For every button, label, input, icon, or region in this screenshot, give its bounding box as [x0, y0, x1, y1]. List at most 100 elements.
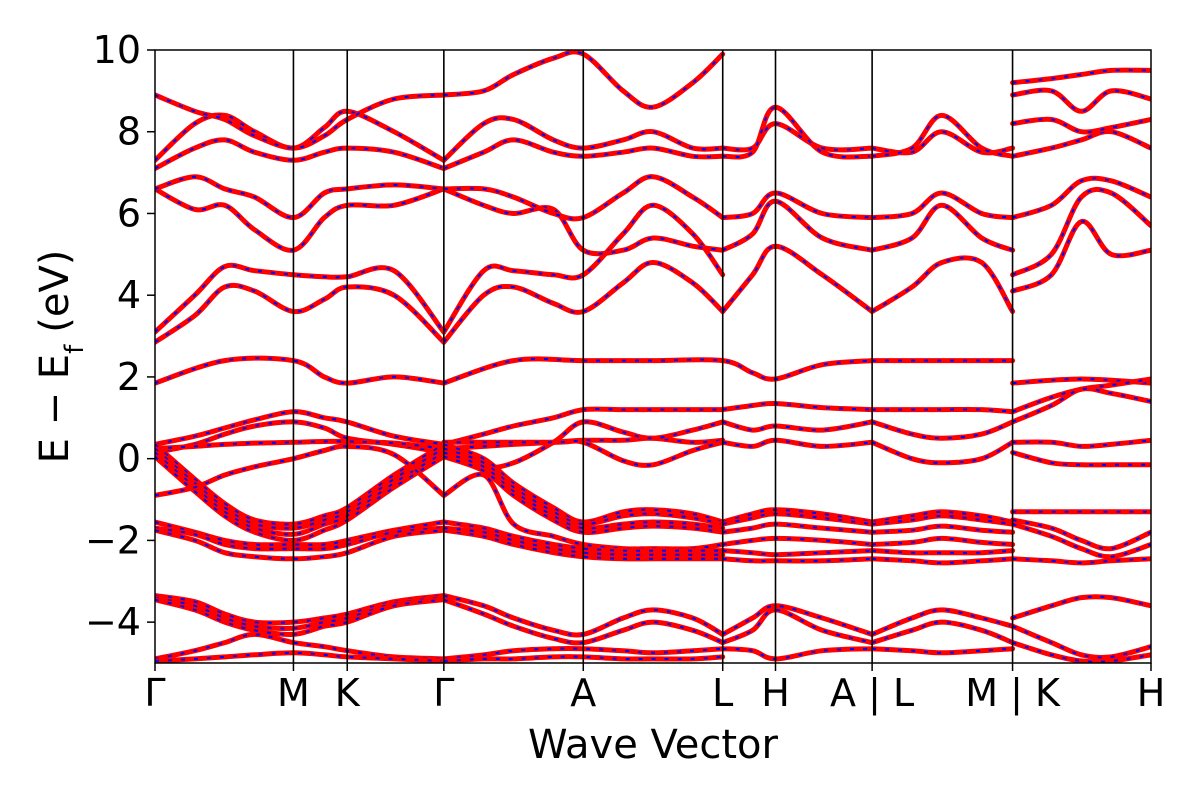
band-line-overlay-82 — [872, 557, 1013, 564]
x-axis-label: Wave Vector — [528, 722, 779, 768]
band-line-96 — [869, 607, 1016, 637]
x-tick-label: Γ — [433, 671, 454, 715]
band-line-overlay-7 — [443, 261, 724, 343]
band-line-overlay-83 — [1012, 557, 1151, 564]
band-line-overlay-3 — [1012, 377, 1151, 385]
x-tick-label: A | L — [830, 671, 914, 716]
x-tick-label: H — [1137, 671, 1166, 715]
band-line-65 — [720, 535, 875, 547]
band-line-overlay-55 — [155, 455, 445, 542]
band-line-79 — [720, 548, 875, 558]
band-line-overlay-25 — [443, 138, 723, 170]
y-tick-label: 10 — [93, 28, 141, 72]
axes-frame — [154, 49, 1152, 664]
band-line-100 — [1010, 623, 1151, 660]
band-line-11 — [1010, 186, 1151, 278]
x-tick-label: L — [712, 671, 733, 715]
y-axis-label-subscript: f — [60, 344, 90, 354]
band-line-overlay-69 — [872, 537, 1013, 546]
x-tick-label: K — [335, 671, 361, 715]
band-line-overlay-92 — [443, 655, 723, 662]
y-tick-label: −4 — [85, 600, 141, 644]
band-line-9 — [869, 255, 1016, 314]
band-line-42 — [720, 400, 875, 413]
band-line-overlay-98 — [872, 647, 1013, 654]
band-line-8 — [720, 243, 875, 314]
band-line-overlay-19 — [871, 191, 1013, 219]
band-line-overlay-34 — [1012, 69, 1151, 84]
band-line-overlay-52 — [155, 443, 445, 526]
band-line-overlay-59 — [443, 451, 723, 530]
band-line-31 — [1010, 129, 1151, 159]
band-line-0 — [155, 355, 447, 386]
band-line-95 — [720, 646, 875, 662]
band-line-44 — [720, 437, 875, 449]
band-line-overlay-22 — [155, 138, 445, 170]
y-axis-label-main: E − E — [32, 354, 78, 464]
band-line-overlay-4 — [155, 264, 445, 333]
band-line-overlay-1 — [443, 357, 873, 385]
band-line-overlay-51 — [1012, 451, 1151, 466]
y-tick-label: 0 — [117, 437, 141, 481]
band-line-overlay-67 — [871, 514, 1013, 526]
band-line-overlay-97 — [871, 621, 1013, 644]
band-line-64 — [720, 521, 875, 535]
x-tick-label: Γ — [144, 671, 165, 715]
segment-separators — [292, 50, 1014, 663]
y-tick-label: 8 — [117, 110, 141, 154]
band-line-41 — [441, 438, 726, 468]
band-line-overlay-11 — [1012, 188, 1151, 276]
band-line-overlay-49 — [1012, 387, 1151, 423]
band-line-overlay-68 — [872, 525, 1013, 534]
x-tick-label: M — [277, 671, 310, 715]
band-line-overlay-94 — [722, 608, 873, 644]
x-tick-label: H — [761, 671, 790, 715]
y-tick-label: 4 — [117, 273, 141, 317]
band-line-overlay-99 — [1012, 595, 1151, 619]
band-line-51 — [1010, 450, 1151, 468]
band-line-overlay-30 — [871, 114, 1013, 158]
band-line-overlay-72 — [1012, 523, 1151, 558]
x-tick-label: A — [570, 671, 596, 715]
band-line-80 — [720, 556, 875, 564]
band-line-overlay-12 — [155, 187, 445, 252]
band-line-10 — [1010, 219, 1151, 294]
band-line-overlay-66 — [871, 510, 1013, 523]
band-line-overlay-100 — [1012, 625, 1151, 659]
band-line-12 — [155, 186, 447, 253]
band-line-overlay-71 — [1012, 519, 1151, 550]
band-line-overlay-5 — [155, 284, 445, 344]
band-line-34 — [1010, 67, 1151, 86]
band-line-35 — [155, 409, 447, 447]
x-tick-label: M | K — [965, 671, 1061, 716]
band-line-overlay-46 — [871, 420, 1013, 440]
band-line-overlay-6 — [442, 204, 724, 333]
band-line-18 — [869, 202, 1016, 253]
band-line-overlay-53 — [155, 447, 445, 530]
band-line-overlay-33 — [1012, 89, 1151, 113]
band-line-overlay-16 — [722, 200, 873, 252]
band-line-overlay-18 — [871, 204, 1013, 252]
band-line-overlay-10 — [1012, 220, 1151, 293]
y-axis-label-unit: (eV) — [32, 250, 78, 333]
band-line-16 — [720, 198, 875, 253]
band-line-32 — [1010, 116, 1151, 135]
band-line-46 — [869, 419, 1016, 441]
band-line-71 — [1010, 517, 1151, 552]
band-line-overlay-57 — [443, 443, 723, 524]
band-line-overlay-32 — [1012, 118, 1151, 134]
band-line-overlay-23 — [155, 94, 444, 150]
band-line-overlay-14 — [443, 187, 723, 255]
band-line-88 — [155, 650, 447, 663]
band-line-overlay-31 — [1012, 130, 1151, 158]
band-line-overlay-81 — [872, 549, 1013, 554]
plot-area — [154, 49, 1152, 664]
band-line-overlay-88 — [155, 651, 444, 662]
band-line-overlay-58 — [443, 447, 723, 526]
y-axis-ticks: −4 −2 0 2 4 6 8 10 — [85, 28, 155, 644]
y-tick-label: −2 — [85, 518, 141, 562]
band-line-47 — [869, 439, 1016, 466]
band-line-99 — [1010, 594, 1151, 621]
